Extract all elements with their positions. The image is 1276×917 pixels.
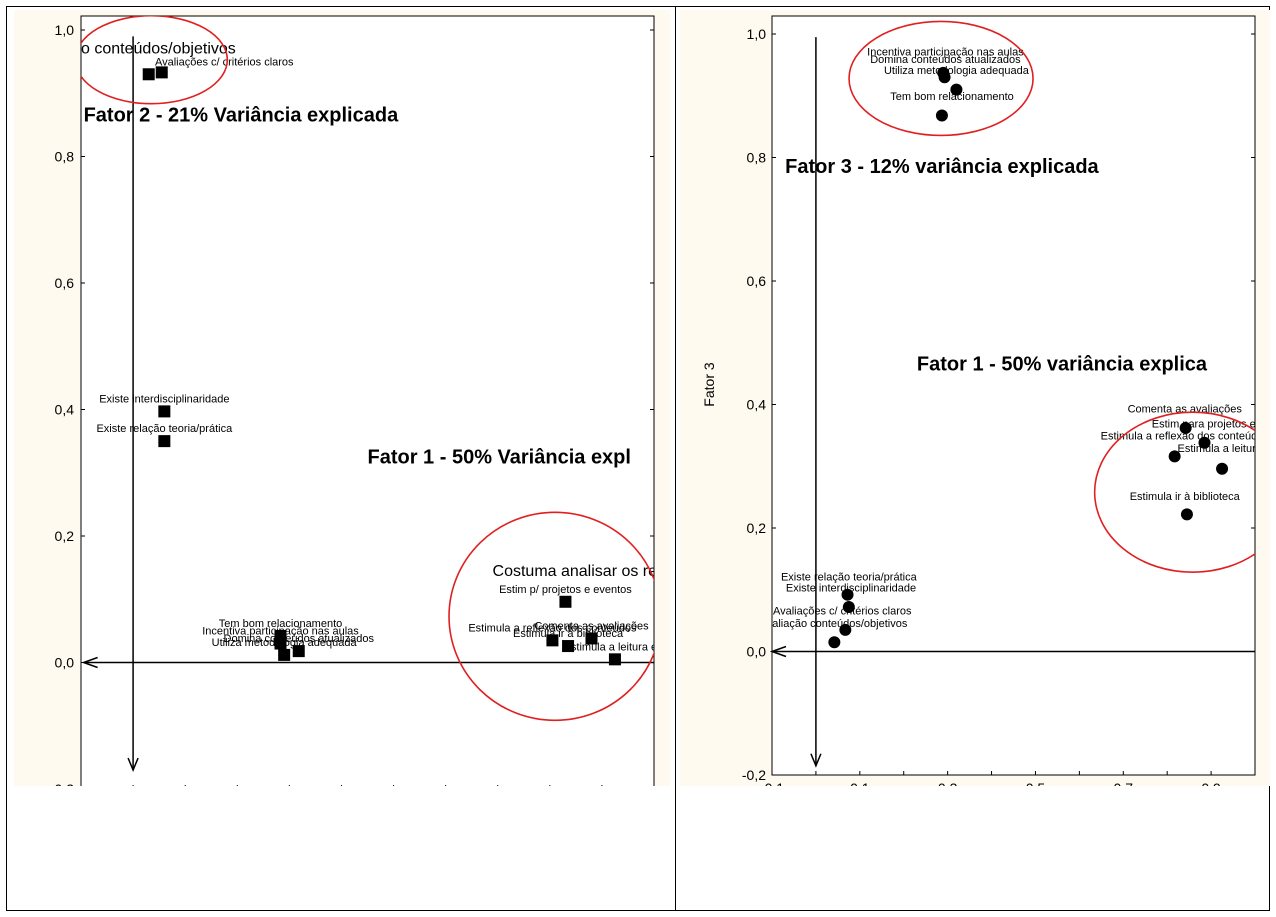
y-tick-label: 0,6 xyxy=(747,273,767,289)
y-tick-label: 0,2 xyxy=(747,520,767,536)
data-point xyxy=(1168,450,1181,463)
right-chart: -0,2 0,0 0,2 0,4 0,6 0,8 1,0 -0,1 0,1 0,3 0,5 0,7 0,… xyxy=(680,10,1270,786)
point-label: Existe interdisciplinaridade xyxy=(99,393,229,405)
data-point xyxy=(1179,421,1192,434)
y-tick-label: 0,0 xyxy=(747,644,767,660)
factor-annotation: Fator 3 - 12% variância explicada xyxy=(785,156,1099,178)
y-tick-label: 0,0 xyxy=(55,655,75,671)
data-point xyxy=(278,648,291,661)
point-label: Estimula a reflexão dos conteúdos xyxy=(468,622,637,634)
highlight-ellipse xyxy=(1093,411,1255,573)
data-point xyxy=(839,623,852,636)
point-label: Estim p/ projetos e eventos xyxy=(499,584,632,596)
plot-area xyxy=(771,15,1256,776)
point-label: Estimula a reflexão dos conteúdos xyxy=(1101,431,1270,443)
point-label: Incentiva participação nas aulas xyxy=(867,47,1024,59)
arrow-head xyxy=(810,753,822,768)
point-label: Avaliações c/ critérios claros xyxy=(773,605,912,617)
x-tick-label: 0,5 xyxy=(1026,780,1046,786)
point-label: Domina conteúdos atualizados xyxy=(224,633,375,645)
data-point xyxy=(1180,508,1193,521)
y-axis-label: Fator 3 xyxy=(701,362,717,407)
point-label: Utiliza metodologia adequada xyxy=(884,65,1030,77)
point-label: Comenta as avaliações xyxy=(1128,404,1243,416)
arrow-head xyxy=(81,656,98,669)
data-point xyxy=(938,71,951,84)
extra-label: o conteúdos/objetivos xyxy=(81,40,236,57)
y-tick-label: 0,4 xyxy=(747,397,767,413)
data-point xyxy=(562,640,575,653)
data-point xyxy=(292,645,305,658)
x-tick-label: 0,3 xyxy=(938,780,958,786)
y-tick-label: 1,0 xyxy=(55,22,75,38)
data-point xyxy=(1198,436,1211,449)
point-label: Existe relação teoria/prática xyxy=(781,571,918,583)
y-tick-label: -0,2 xyxy=(50,781,74,786)
data-point xyxy=(559,595,572,608)
x-tick-label: 0,7 xyxy=(1114,780,1134,786)
point-label: Existe interdisciplinaridade xyxy=(786,583,916,595)
y-tick-label: 0,4 xyxy=(55,402,75,418)
data-point xyxy=(608,653,621,666)
y-tick-label: -0,2 xyxy=(742,767,766,783)
highlight-ellipse xyxy=(81,16,229,105)
data-point xyxy=(274,637,287,650)
x-tick-label: -0,1 xyxy=(760,780,784,786)
x-tick-label: 0,9 xyxy=(1201,780,1221,786)
point-label: Avaliação conteúdos/objetivos xyxy=(760,618,908,630)
x-tick-label: 0,1 xyxy=(850,780,870,786)
factor-annotation: Fator 2 - 21% Variância explicada xyxy=(84,105,399,127)
data-point xyxy=(935,109,948,122)
point-label: Estimula a leitura em xyxy=(564,641,667,653)
extra-label: Costuma analisar os resultados das avali… xyxy=(493,563,670,580)
data-point xyxy=(142,68,155,81)
y-tick-label: 0,8 xyxy=(747,150,767,166)
point-label: Utiliza metodologia adequada xyxy=(212,637,358,649)
point-label: Incentiva participação nas aulas xyxy=(202,626,359,638)
data-point xyxy=(841,588,854,601)
data-point xyxy=(158,405,171,418)
point-label: Tem bom relacionamento xyxy=(219,618,343,630)
factor-annotation: Fator 1 - 50% variância explica xyxy=(917,354,1208,376)
plot-area xyxy=(80,15,655,786)
arrow-head xyxy=(127,757,139,772)
y-tick-label: 0,6 xyxy=(55,275,75,291)
highlight-ellipse xyxy=(448,511,654,722)
point-label: Estim para projetos e ev xyxy=(1152,418,1270,430)
y-tick-label: 0,2 xyxy=(55,528,75,544)
point-label: Estimula a leitura e xyxy=(1177,443,1270,455)
y-tick-label: 1,0 xyxy=(747,26,767,42)
data-point xyxy=(842,601,855,614)
left-chart: -0,20,00,20,40,60,81,0-0,10,00,10,20,30,… xyxy=(14,10,670,786)
point-label: Estimula ir à biblioteca xyxy=(1130,491,1241,503)
data-point xyxy=(950,83,963,96)
data-point xyxy=(1216,462,1229,475)
point-label: Domina conteúdos atualizados xyxy=(870,54,1021,66)
extra-label: Avaliações c/ critérios claros xyxy=(155,56,294,68)
data-point xyxy=(155,66,168,79)
y-tick-label: 0,8 xyxy=(55,149,75,165)
data-point xyxy=(546,634,559,647)
data-point xyxy=(828,636,841,649)
highlight-ellipse xyxy=(848,20,1034,137)
data-point xyxy=(158,435,171,448)
arrow-head xyxy=(769,645,787,658)
factor-annotation: Fator 1 - 50% Variância expl xyxy=(368,446,631,468)
point-label: Comenta as avaliações xyxy=(534,620,649,632)
point-label: Tem bom relacionamento xyxy=(890,91,1014,103)
figure: -0,2 0,0 0,2 0,4 0,6 0,8 1,0 -0,1 0,0 0,1 0,2 0,3 0,… xyxy=(6,6,1270,911)
data-point xyxy=(585,632,598,645)
point-label: Existe relação teoria/prática xyxy=(96,423,233,435)
